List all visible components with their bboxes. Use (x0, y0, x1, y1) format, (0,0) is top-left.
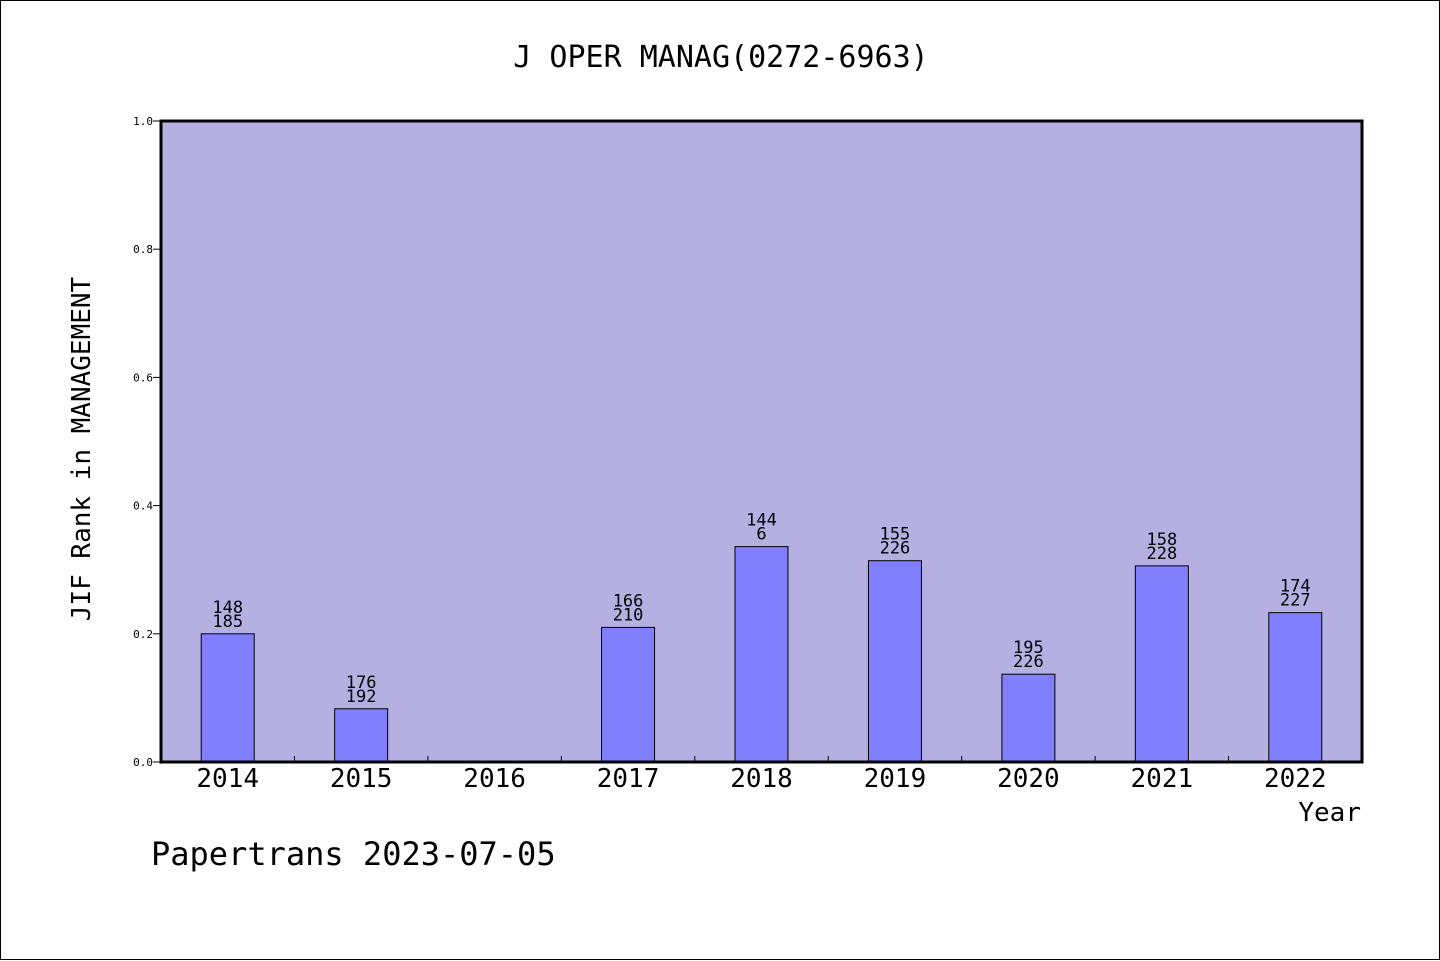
bar-rank-label: 144 (746, 511, 777, 531)
x-tick-label: 2021 (1131, 764, 1194, 794)
y-axis-label: JIF Rank in MANAGEMENT (67, 276, 97, 621)
y-tick-label: 0.2 (133, 628, 153, 641)
bar-rank-label: 166 (613, 591, 644, 611)
plot-border (159, 119, 1364, 764)
bar-total-label: 226 (1013, 652, 1044, 672)
bar-total-label: 6 (756, 525, 766, 545)
x-axis: 2014 2015 2016 2017 2018 2019 2020 2021 2022 (196, 756, 1327, 794)
footer-watermark: Papertrans 2023-07-05 (151, 835, 556, 873)
bar-2018 (734, 546, 789, 763)
bar-total-label: 228 (1146, 544, 1177, 564)
x-tick-label: 2017 (597, 764, 660, 794)
chart-title: J OPER MANAG(0272-6963) (513, 40, 928, 75)
bar-rank-label: 155 (880, 525, 911, 545)
bar-rank-label: 158 (1146, 530, 1177, 550)
bar-rank-label: 148 (212, 598, 243, 618)
x-tick-label: 2016 (463, 764, 526, 794)
x-tick-label: 2019 (864, 764, 927, 794)
x-tick-label: 2015 (330, 764, 393, 794)
bar-total-label: 210 (613, 605, 644, 625)
bar-total-label: 192 (346, 687, 377, 707)
bar-2020 (1001, 673, 1056, 763)
y-tick-label: 0.8 (133, 243, 153, 256)
y-axis: 0.0 0.2 0.4 0.6 0.8 1.0 (133, 115, 161, 769)
x-tick-label: 2022 (1264, 764, 1327, 794)
bar-rank-label: 195 (1013, 638, 1044, 658)
bar-2021 (1134, 565, 1189, 763)
bar-rank-label: 176 (346, 673, 377, 693)
bar-total-label: 227 (1280, 591, 1311, 611)
x-tick-label: 2018 (730, 764, 793, 794)
x-tick-label: 2014 (196, 764, 259, 794)
y-tick-label: 0.6 (133, 371, 153, 384)
x-tick-label: 2020 (997, 764, 1060, 794)
bar-total-label: 226 (880, 539, 911, 559)
bar-2015 (334, 708, 389, 763)
bar-2014 (200, 633, 255, 763)
y-tick-label: 0.4 (133, 500, 153, 513)
bar-2019 (867, 560, 922, 763)
bar-total-label: 185 (212, 612, 243, 632)
bar-2017 (601, 626, 656, 763)
bar-rank-label: 174 (1280, 577, 1311, 597)
x-axis-label: Year (1298, 798, 1361, 828)
y-tick-label: 0.0 (133, 756, 153, 769)
y-tick-label: 1.0 (133, 115, 153, 128)
bar-2022 (1268, 612, 1323, 763)
bars-group (200, 546, 1323, 763)
